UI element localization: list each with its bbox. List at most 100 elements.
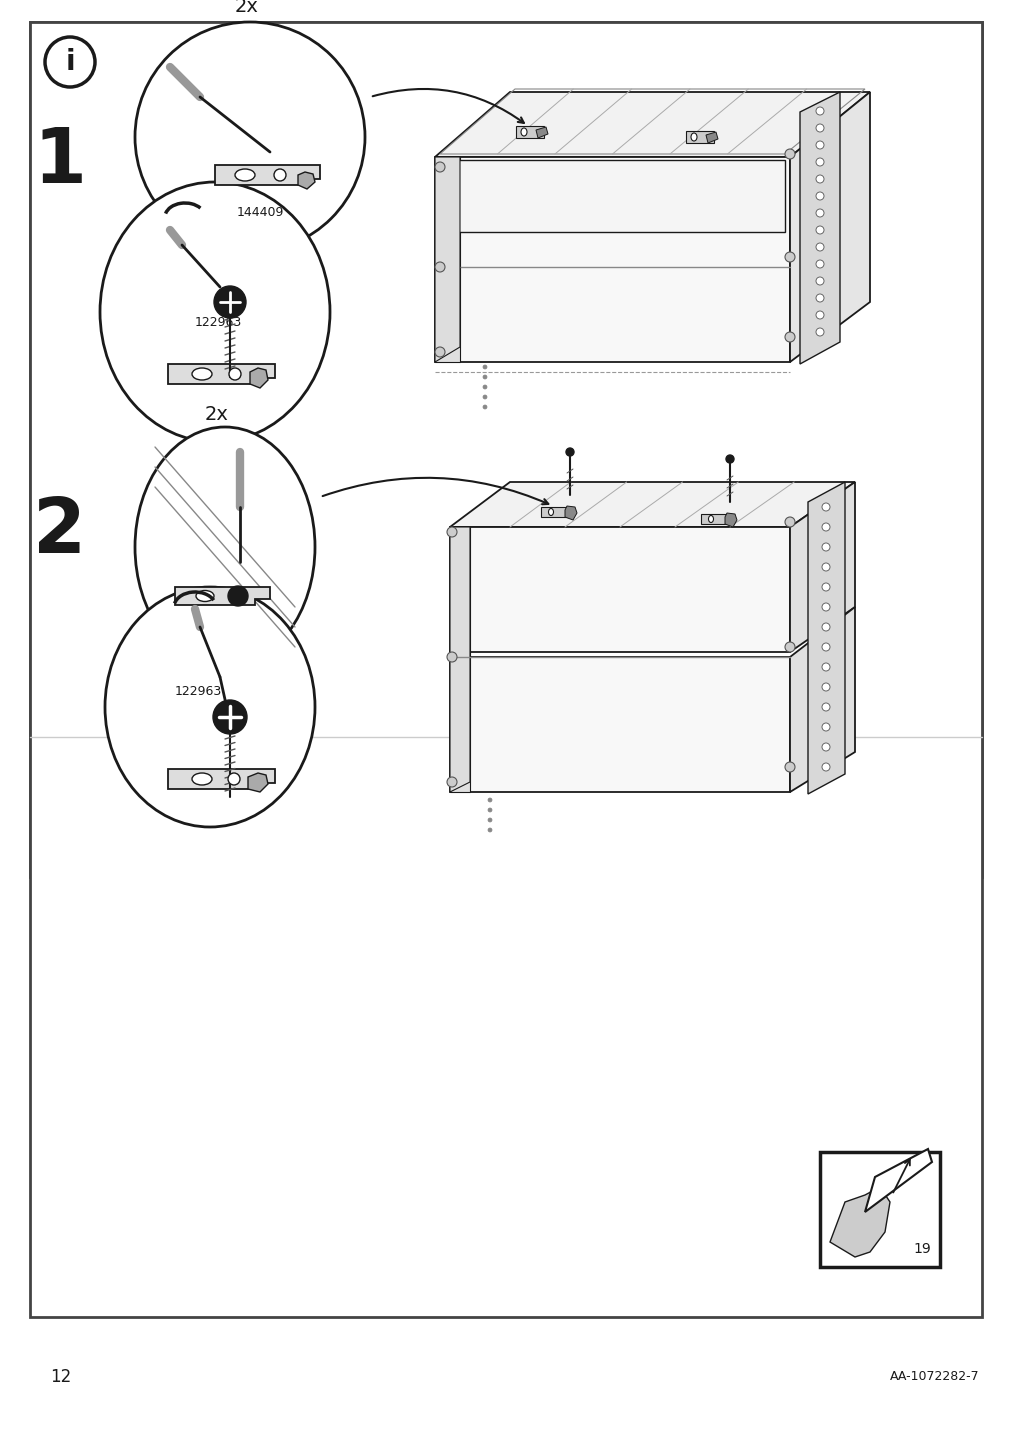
Circle shape — [227, 773, 240, 785]
Ellipse shape — [708, 516, 713, 523]
Circle shape — [435, 347, 445, 357]
Circle shape — [482, 395, 486, 400]
Ellipse shape — [192, 368, 211, 379]
Text: AA-1072282-7: AA-1072282-7 — [890, 1370, 979, 1383]
Polygon shape — [435, 158, 460, 362]
Circle shape — [821, 583, 829, 591]
Circle shape — [134, 21, 365, 252]
Text: 122963: 122963 — [175, 686, 222, 699]
Circle shape — [785, 149, 795, 159]
Circle shape — [487, 828, 491, 832]
Text: 12: 12 — [50, 1368, 71, 1386]
Circle shape — [815, 328, 823, 337]
Circle shape — [821, 603, 829, 611]
Polygon shape — [724, 513, 736, 527]
Polygon shape — [807, 483, 844, 793]
Circle shape — [821, 703, 829, 712]
Circle shape — [815, 158, 823, 166]
Polygon shape — [450, 483, 854, 527]
Polygon shape — [701, 514, 728, 524]
Text: i: i — [65, 49, 75, 76]
Circle shape — [482, 385, 486, 390]
Polygon shape — [297, 172, 314, 189]
Ellipse shape — [691, 133, 697, 140]
Circle shape — [815, 261, 823, 268]
Circle shape — [821, 763, 829, 770]
Circle shape — [785, 517, 795, 527]
Circle shape — [821, 543, 829, 551]
Circle shape — [815, 125, 823, 132]
Polygon shape — [790, 607, 854, 792]
Circle shape — [821, 503, 829, 511]
Circle shape — [821, 723, 829, 730]
Ellipse shape — [548, 508, 553, 516]
Circle shape — [725, 455, 733, 463]
Circle shape — [274, 169, 286, 180]
Ellipse shape — [196, 590, 213, 601]
Text: 122963: 122963 — [195, 315, 242, 328]
Circle shape — [815, 294, 823, 302]
Circle shape — [565, 448, 573, 455]
Circle shape — [447, 778, 457, 788]
Circle shape — [447, 652, 457, 662]
Polygon shape — [790, 92, 869, 362]
Polygon shape — [685, 130, 714, 143]
Circle shape — [487, 818, 491, 822]
Circle shape — [821, 663, 829, 672]
Text: 2x: 2x — [205, 405, 228, 424]
Polygon shape — [564, 505, 576, 520]
Circle shape — [487, 808, 491, 812]
Circle shape — [821, 563, 829, 571]
Circle shape — [228, 368, 241, 379]
Polygon shape — [800, 92, 839, 364]
Ellipse shape — [100, 182, 330, 442]
Polygon shape — [248, 773, 268, 792]
Polygon shape — [435, 92, 869, 158]
Polygon shape — [516, 126, 544, 137]
Polygon shape — [214, 165, 319, 185]
Polygon shape — [168, 769, 275, 789]
Circle shape — [815, 311, 823, 319]
Circle shape — [435, 262, 445, 272]
Circle shape — [435, 162, 445, 172]
Polygon shape — [536, 127, 548, 137]
Circle shape — [482, 405, 486, 410]
Polygon shape — [706, 132, 717, 143]
Polygon shape — [864, 1148, 931, 1211]
Circle shape — [821, 523, 829, 531]
Text: 144409: 144409 — [237, 206, 283, 219]
Circle shape — [821, 643, 829, 652]
Circle shape — [482, 375, 486, 379]
Polygon shape — [790, 483, 854, 652]
Circle shape — [213, 286, 246, 318]
Polygon shape — [250, 368, 268, 388]
Bar — [30, 21, 981, 876]
Polygon shape — [541, 507, 568, 517]
Circle shape — [815, 192, 823, 200]
Text: 2: 2 — [33, 495, 87, 569]
Text: 2x: 2x — [235, 0, 259, 17]
Circle shape — [785, 642, 795, 652]
Polygon shape — [450, 657, 790, 792]
Circle shape — [815, 175, 823, 183]
Circle shape — [785, 252, 795, 262]
Text: 19: 19 — [912, 1242, 930, 1256]
Polygon shape — [450, 527, 469, 792]
Circle shape — [815, 226, 823, 233]
Circle shape — [821, 623, 829, 632]
Circle shape — [785, 332, 795, 342]
Circle shape — [482, 365, 486, 369]
Polygon shape — [450, 527, 469, 792]
Bar — [819, 1151, 939, 1267]
Text: 1: 1 — [33, 125, 86, 199]
Polygon shape — [435, 158, 790, 362]
Polygon shape — [435, 158, 460, 362]
Polygon shape — [829, 1187, 889, 1257]
Polygon shape — [450, 527, 790, 652]
Ellipse shape — [105, 587, 314, 828]
Circle shape — [785, 762, 795, 772]
Circle shape — [815, 209, 823, 218]
Circle shape — [815, 243, 823, 251]
Polygon shape — [175, 587, 270, 604]
Polygon shape — [168, 364, 275, 384]
